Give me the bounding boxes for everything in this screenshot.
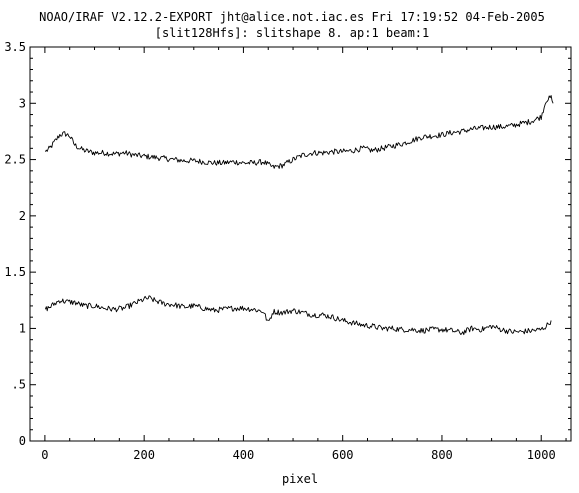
x-tick-label: 200	[133, 448, 155, 462]
y-tick-label: 1	[19, 321, 26, 335]
x-tick-label: 800	[431, 448, 453, 462]
y-tick-label: 3	[19, 96, 26, 110]
series-line-2	[44, 295, 552, 336]
y-tick-label: .5	[12, 378, 26, 392]
y-tick-label: 2.5	[4, 153, 26, 167]
chart-title-line1: NOAO/IRAF V2.12.2-EXPORT jht@alice.not.i…	[39, 10, 545, 24]
series-line-1	[45, 95, 554, 169]
x-axis-ticks: 0 200 400 600 800 1000	[41, 47, 567, 462]
chart-title-line2: [slit128Hfs]: slitshape 8. ap:1 beam:1	[155, 26, 430, 40]
series-group	[44, 95, 554, 336]
y-tick-label: 3.5	[4, 40, 26, 54]
y-tick-label: 1.5	[4, 265, 26, 279]
plot-frame	[29, 46, 572, 442]
x-axis-label: pixel	[282, 472, 318, 486]
x-tick-label: 0	[41, 448, 48, 462]
x-tick-label: 400	[233, 448, 255, 462]
y-tick-label: 2	[19, 209, 26, 223]
y-axis-ticks: 0 .5 1 1.5 2 2.5 3 3.5	[4, 40, 571, 448]
x-tick-label: 1000	[527, 448, 556, 462]
x-tick-label: 600	[332, 448, 354, 462]
y-tick-label: 0	[19, 434, 26, 448]
